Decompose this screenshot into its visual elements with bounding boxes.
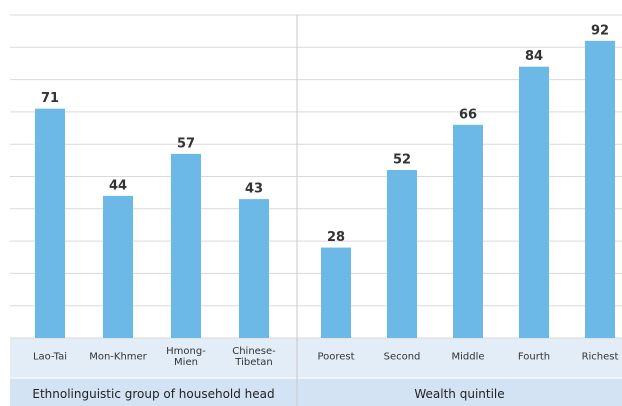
- value-label: 52: [393, 153, 411, 168]
- value-label: 57: [177, 136, 195, 151]
- value-label: 28: [327, 230, 345, 245]
- bar: [239, 199, 269, 338]
- bar: [321, 247, 351, 338]
- group-label: Wealth quintile: [414, 387, 505, 401]
- value-label: 84: [525, 49, 543, 64]
- bar: [453, 124, 483, 338]
- group-band: [10, 378, 622, 406]
- bar: [387, 170, 417, 338]
- bar: [171, 153, 201, 338]
- value-label: 66: [459, 107, 477, 122]
- x-tick-label: Poorest: [317, 351, 355, 363]
- x-tick-label: Hmong-Mien: [166, 346, 206, 368]
- x-tick-label: Mon-Khmer: [89, 351, 147, 363]
- bar: [35, 108, 65, 338]
- bar: [519, 66, 549, 339]
- value-label: 43: [245, 182, 263, 197]
- x-tick-label: Second: [383, 351, 421, 363]
- bar: [103, 195, 133, 338]
- category-band: [10, 338, 622, 378]
- x-tick-label: Fourth: [517, 351, 551, 363]
- x-tick-label: Lao-Tai: [32, 351, 68, 363]
- x-tick-label: Middle: [451, 351, 485, 363]
- value-label: 71: [41, 91, 59, 106]
- value-label: 44: [109, 178, 127, 193]
- group-label: Ethnolinguistic group of household head: [32, 387, 275, 401]
- x-tick-label: Chinese-Tibetan: [232, 346, 276, 368]
- bar: [585, 40, 615, 339]
- value-label: 92: [591, 23, 609, 38]
- x-tick-label: Richest: [581, 351, 619, 363]
